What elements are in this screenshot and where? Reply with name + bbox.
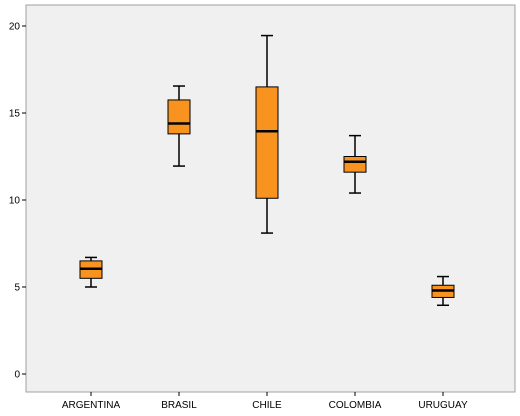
x-tick-label: COLOMBIA bbox=[329, 400, 382, 411]
box-argentina bbox=[79, 256, 103, 288]
iqr-box bbox=[255, 86, 279, 199]
box-colombia bbox=[343, 134, 367, 194]
y-tick-label: 5 bbox=[14, 283, 20, 294]
x-tick-label: CHILE bbox=[252, 400, 282, 411]
y-tick-label: 20 bbox=[9, 22, 21, 33]
x-tick-label: ARGENTINA bbox=[62, 400, 121, 411]
box-chile bbox=[255, 34, 279, 234]
y-tick-label: 15 bbox=[9, 109, 21, 120]
x-tick-label: URUGUAY bbox=[418, 400, 468, 411]
y-axis: 0 5 10 15 20 bbox=[9, 22, 26, 381]
box-uruguay bbox=[431, 275, 455, 307]
iqr-box bbox=[343, 156, 367, 173]
x-tick-label: BRASIL bbox=[161, 400, 197, 411]
iqr-box bbox=[167, 99, 191, 135]
box-brasil bbox=[167, 85, 191, 167]
y-tick-label: 10 bbox=[9, 196, 21, 207]
x-axis: ARGENTINA BRASIL CHILE COLOMBIA URUGUAY bbox=[62, 392, 468, 411]
boxes bbox=[79, 34, 455, 307]
y-tick-label: 0 bbox=[14, 370, 20, 381]
